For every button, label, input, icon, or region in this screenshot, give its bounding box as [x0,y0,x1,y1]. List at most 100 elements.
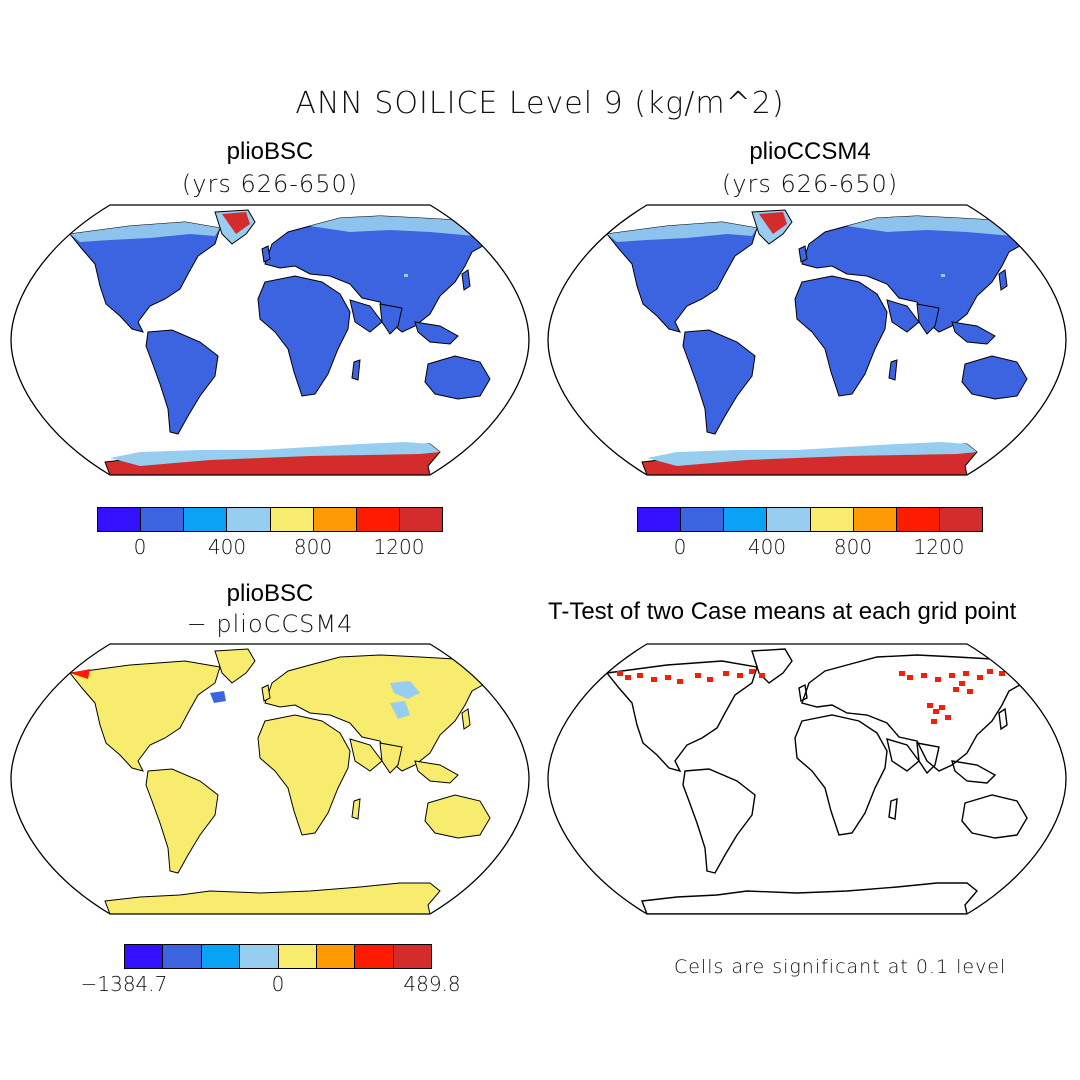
map-content [69,209,516,475]
continent-india [379,303,403,335]
significant-cell [949,673,955,678]
continent-arabia [886,737,920,772]
colorbar-swatch [316,945,356,968]
continent-uk [261,245,271,263]
significant-cell [625,675,631,680]
colorbar-swatch [767,508,811,531]
colorbar-pliocssm4 [637,507,983,532]
continent-uk [798,683,808,703]
diff-light-patch [390,701,410,719]
colorbar-tick: 400 [207,535,247,559]
significant-cell [987,669,993,674]
continent-india [379,742,403,774]
continent-africa [257,275,351,397]
continent-samerica [682,329,756,435]
significant-cell [967,689,973,694]
continent-samerica [145,329,219,435]
significant-cell [651,677,657,682]
significant-cell [617,671,623,676]
colorbar-swatch [939,508,982,531]
colorbar-swatch [270,508,314,531]
map-frame [547,204,1067,476]
significant-cell [963,671,969,676]
map-panel-pliocssm4 [547,204,1067,476]
continent-greenland [751,648,793,684]
map-frame [10,643,530,915]
siberia-band [847,216,1017,236]
panel1-subtitle: (yrs 626-650) [181,170,359,198]
colorbar-swatch [141,508,185,531]
continent-madagascar [888,359,898,381]
colorbar-swatch [853,508,897,531]
colorbar-swatch [125,945,164,968]
colorbar-swatch [399,508,442,531]
continent-madagascar [888,797,898,820]
colorbar-swatch [724,508,768,531]
panel2-title: plioCCSM4 [749,138,871,165]
significant-cell [907,675,913,680]
continent-arabia [349,299,383,333]
colorbar-tick: 489.8 [403,972,461,996]
colorbar-tick: 800 [833,535,873,559]
diff-light-patch [390,681,420,699]
significant-cell [927,703,933,708]
significant-cell [695,673,701,678]
significance-note: Cells are significant at 0.1 level [674,956,1007,978]
map-frame [10,204,530,476]
continent-australia [424,355,491,400]
colorbar-tick: −1384.7 [80,972,168,996]
colorbar-swatch [278,945,317,968]
continent-seasia [951,321,996,345]
continent-india [916,303,940,335]
continent-nz [1046,839,1053,856]
colorbar-tick: 400 [747,535,787,559]
colorbar-tick: 800 [293,535,333,559]
significant-cell [999,671,1005,676]
significant-cell [899,671,905,676]
significant-cell [723,671,729,676]
continent-seasia [951,760,997,784]
continent-nz [509,840,516,856]
siberia-band [310,216,480,236]
map-frame [547,643,1067,915]
colorbar-tick: 1200 [913,535,965,559]
significant-cell [959,681,965,686]
colorbar-difference [124,944,432,969]
significant-cell [707,677,713,682]
continent-arabia [886,299,920,333]
continent-japan [461,708,471,730]
colorbar-swatch [184,508,228,531]
significant-cell [977,675,983,680]
colorbar-tick: 1200 [373,535,425,559]
colorbar-tick: 0 [673,535,687,559]
map-panel-pliobsc [10,204,530,476]
significant-cell [939,705,945,710]
colorbar-swatch [201,945,241,968]
significant-cell [921,673,927,678]
significant-cell [931,719,937,724]
significant-cell [637,673,643,678]
panel2-subtitle: (yrs 626-650) [721,170,899,198]
continent-australia [424,794,491,839]
continent-nz [1046,401,1053,417]
significant-cell [1009,667,1015,672]
significant-cell [935,677,941,682]
continent-africa [794,275,888,397]
continent-nz [509,401,516,417]
significant-cell [933,709,939,714]
significant-cell [759,673,765,678]
antarctic-edge [110,442,440,466]
colorbar-swatch [227,508,271,531]
colorbar-swatch [313,508,357,531]
continent-samerica [145,768,219,874]
continent-uk [261,684,271,702]
continent-uk [798,245,808,263]
tibet-spot [941,274,945,277]
map-content [69,648,516,914]
colorbar-swatch [810,508,854,531]
map-content [605,648,1053,914]
continent-antarctica [104,882,441,914]
panel4-title: T-Test of two Case means at each grid po… [548,598,1017,625]
panel1-title: plioBSC [226,138,314,165]
colorbar-swatch [98,508,142,531]
